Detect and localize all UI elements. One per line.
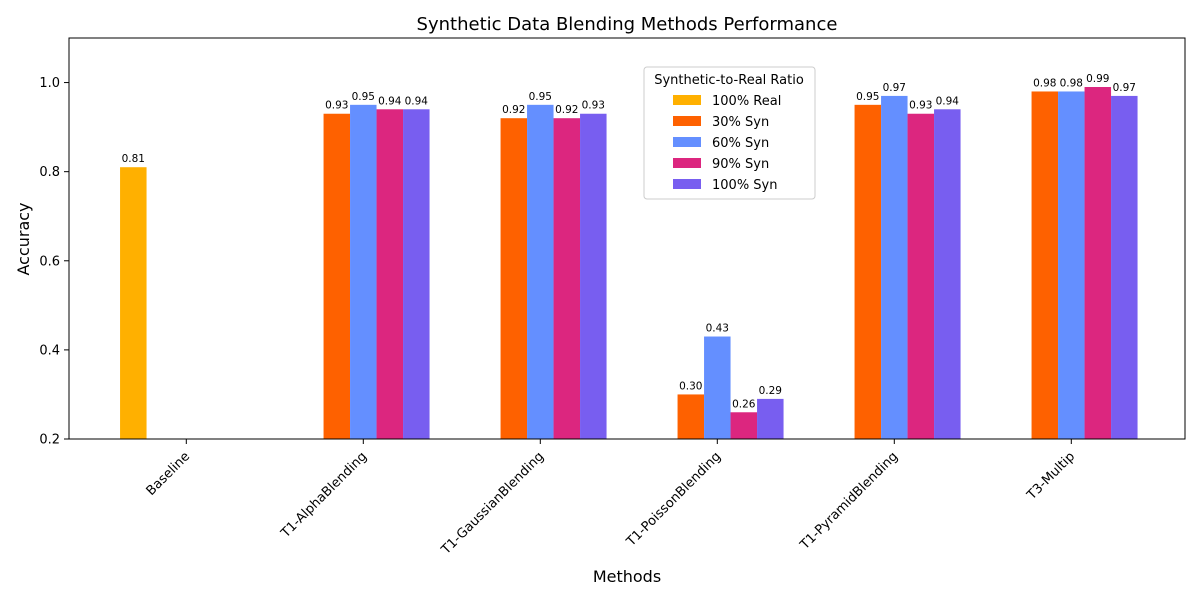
- bar: [1084, 87, 1112, 439]
- bar: [376, 109, 404, 439]
- y-axis: 0.2 0.4 0.6 0.8 1.0: [39, 76, 69, 448]
- data-label: 0.95: [856, 91, 879, 103]
- data-label: 0.93: [325, 100, 348, 112]
- bar: [350, 104, 377, 439]
- bar: [934, 109, 961, 439]
- legend-swatch: [673, 95, 701, 105]
- bar: [881, 95, 908, 440]
- x-tick-label: T1-AlphaBlending: [278, 449, 370, 541]
- y-tick-label: 0.8: [39, 165, 60, 180]
- y-tick-label: 0.4: [39, 343, 60, 358]
- y-tick-label: 0.2: [39, 433, 60, 448]
- bar: [403, 109, 430, 439]
- y-tick-label: 0.6: [39, 254, 60, 269]
- legend-entry: 100% Real: [712, 94, 781, 109]
- bar: [527, 104, 554, 439]
- data-label: 0.94: [378, 95, 402, 107]
- legend-entry: 30% Syn: [712, 115, 769, 130]
- x-tick-label: T1-PyramidBlending: [797, 449, 901, 553]
- legend-title: Synthetic-to-Real Ratio: [654, 73, 804, 88]
- data-label: 0.98: [1060, 77, 1083, 89]
- data-label: 0.93: [909, 100, 932, 112]
- bar: [704, 336, 731, 439]
- data-label: 0.92: [502, 104, 525, 116]
- data-label: 0.92: [555, 104, 578, 116]
- bar: [323, 113, 351, 440]
- legend-swatch: [673, 116, 701, 126]
- legend-entry: 60% Syn: [712, 136, 769, 151]
- legend-entry: 90% Syn: [712, 157, 769, 172]
- legend-entry: 100% Syn: [712, 178, 777, 193]
- bar: [500, 118, 528, 439]
- bars-layer: [120, 87, 1138, 440]
- bar: [730, 412, 758, 439]
- data-label: 0.99: [1086, 73, 1109, 85]
- x-tick-label: T1-PoissonBlending: [623, 449, 724, 550]
- x-axis-label: Methods: [593, 567, 661, 586]
- bar: [553, 118, 581, 439]
- legend-swatch: [673, 137, 701, 147]
- data-label: 0.93: [582, 100, 605, 112]
- data-label: 0.81: [122, 153, 145, 165]
- y-axis-label: Accuracy: [14, 202, 33, 275]
- data-label: 0.95: [352, 91, 375, 103]
- bar: [1031, 91, 1059, 439]
- data-label: 0.94: [405, 95, 429, 107]
- bar: [120, 167, 147, 439]
- data-labels-layer: 0.81 0.93 0.92 0.30 0.95 0.98 0.95 0.95 0.43 0.97…: [122, 73, 1136, 410]
- data-label: 0.26: [732, 398, 756, 410]
- data-label: 0.97: [1113, 82, 1136, 94]
- data-label: 0.94: [936, 95, 960, 107]
- bar: [757, 398, 784, 439]
- x-tick-label: Baseline: [144, 449, 194, 499]
- legend-swatch: [673, 158, 701, 168]
- bar: [907, 113, 935, 440]
- legend: Synthetic-to-Real Ratio 100% Real 30% Syn…: [643, 66, 816, 200]
- bar: [1058, 91, 1085, 439]
- x-tick-label: T3-Multip: [1024, 449, 1078, 503]
- data-label: 0.95: [529, 91, 552, 103]
- data-label: 0.98: [1033, 77, 1056, 89]
- x-tick-label: T1-GaussianBlending: [438, 449, 547, 558]
- chart-title: Synthetic Data Blending Methods Performa…: [417, 14, 838, 35]
- data-label: 0.97: [883, 82, 906, 94]
- x-axis: Baseline T1-AlphaBlending T1-GaussianBlend…: [144, 439, 1078, 558]
- y-tick-label: 1.0: [39, 76, 60, 91]
- data-label: 0.30: [679, 380, 702, 392]
- bar: [1111, 95, 1138, 440]
- plot-frame: [68, 37, 1186, 440]
- data-label: 0.43: [706, 323, 729, 335]
- bar: [677, 394, 705, 439]
- data-label: 0.29: [759, 385, 782, 397]
- legend-swatch: [673, 179, 701, 189]
- bar: [854, 104, 882, 439]
- bar: [580, 113, 607, 440]
